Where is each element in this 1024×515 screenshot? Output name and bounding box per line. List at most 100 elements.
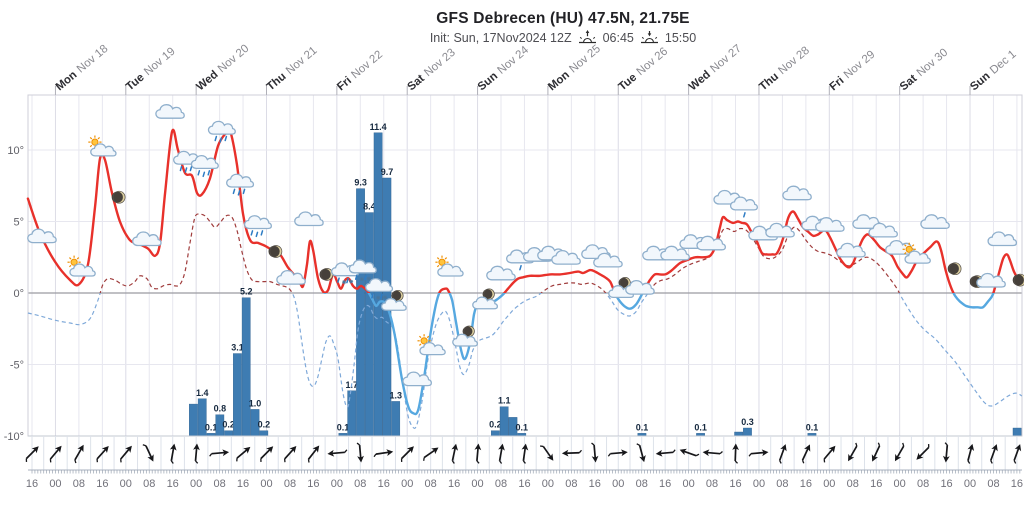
cloud-icon: [815, 217, 845, 232]
moon-icon: [319, 268, 334, 281]
hour-label: 08: [987, 478, 999, 490]
wind-arrow-icon: [283, 445, 297, 463]
hour-label: 16: [659, 478, 671, 490]
sun-cloud-icon: [67, 255, 96, 277]
hour-label: 00: [49, 478, 61, 490]
wind-arrow-icon: [120, 445, 132, 463]
hour-label: 00: [120, 478, 132, 490]
precip-bar: [491, 430, 500, 437]
precip-value-label: 1.4: [196, 388, 209, 398]
precip-value-label: 0.1: [694, 422, 707, 432]
hour-label: 16: [589, 478, 601, 490]
moon-cloud-icon: [472, 288, 498, 310]
wind-arrow-icon: [451, 443, 459, 464]
wind-arrow-icon: [942, 442, 950, 463]
precip-value-label: 1.3: [389, 390, 402, 400]
wind-arrow-icon: [356, 442, 364, 463]
hour-label: 16: [448, 478, 460, 490]
sun-cloud-icon: [902, 242, 931, 264]
wind-arrow-icon: [260, 446, 274, 462]
wind-arrow-icon: [209, 449, 230, 457]
temp-tick-label: 5°: [13, 217, 24, 229]
wind-arrow-icon: [801, 444, 811, 464]
day-label: WedNov 27: [687, 43, 744, 94]
hour-label: 08: [565, 478, 577, 490]
wind-arrow-icon: [732, 443, 740, 464]
day-label: SatNov 23: [405, 47, 457, 94]
moon-cloud-icon: [380, 289, 407, 311]
temperature-above-zero: [26, 126, 1024, 293]
temp-tick-label: -5°: [10, 360, 24, 372]
hour-label: 16: [96, 478, 108, 490]
temp-tick-label: 10°: [7, 145, 24, 157]
precip-bar: [224, 430, 233, 437]
hour-label: 16: [237, 478, 249, 490]
hour-label: 08: [284, 478, 296, 490]
precip-value-label: 0.2: [258, 420, 271, 430]
cloud-icon: [486, 265, 516, 281]
wind-arrow-icon: [607, 449, 628, 457]
precip-value-label: 0.2: [489, 420, 502, 430]
wind-arrow-icon: [307, 445, 320, 463]
wind-arrows: [25, 442, 1022, 464]
cloud-icon: [276, 269, 306, 285]
cloud-icon: [765, 222, 795, 238]
precip-bar: [499, 406, 509, 437]
precip-value-label: 0.2: [222, 420, 235, 430]
wind-arrow-icon: [591, 442, 599, 463]
wind-arrow-icon: [373, 449, 394, 458]
hour-label: 08: [917, 478, 929, 490]
hour-label: 00: [682, 478, 694, 490]
wind-arrow-icon: [49, 445, 62, 463]
moon-icon: [268, 245, 283, 258]
day-label: ThuNov 28: [757, 45, 812, 94]
precip-value-label: 0.1: [205, 422, 218, 432]
precip-value-label: 0.1: [337, 422, 350, 432]
feels-like-line: [27, 213, 1023, 429]
day-label: SunDec 1: [968, 48, 1018, 93]
day-label: SatNov 30: [898, 47, 950, 94]
precip-bar: [1012, 427, 1022, 437]
cloud-icon: [402, 371, 432, 387]
cloud-icon: [132, 231, 162, 247]
hour-label: 00: [753, 478, 765, 490]
cloud-drizzle-icon: [729, 196, 758, 218]
wind-arrow-icon: [521, 443, 529, 464]
wind-arrow-icon: [967, 443, 975, 464]
wind-arrow-icon: [871, 442, 881, 462]
precip-value-label: 0.1: [636, 422, 649, 432]
hour-label: 08: [213, 478, 225, 490]
wind-arrow-icon: [679, 448, 700, 457]
wind-arrow-icon: [702, 449, 723, 457]
hour-label: 08: [73, 478, 85, 490]
hour-label: 16: [729, 478, 741, 490]
wind-arrow-icon: [823, 445, 836, 463]
precip-value-label: 11.4: [370, 122, 387, 132]
wind-arrow-icon: [74, 444, 84, 464]
precip-value-label: 1.1: [498, 396, 511, 406]
wind-arrow-icon: [748, 449, 769, 457]
moon-icon: [1012, 273, 1024, 287]
moon-cloud-icon: [608, 277, 634, 299]
cloud-rain-icon: [190, 154, 219, 178]
precip-value-label: 0.8: [214, 404, 227, 414]
wind-strip: [28, 435, 1022, 474]
cloud-icon: [920, 214, 950, 229]
precip-value-label: 9.7: [381, 167, 394, 177]
wind-arrow-icon: [778, 444, 787, 464]
wind-arrow-icon: [327, 449, 348, 457]
precip-value-label: 0.1: [516, 422, 529, 432]
hour-label: 00: [471, 478, 483, 490]
sun-cloud-icon: [435, 255, 464, 277]
cloud-icon: [696, 235, 726, 251]
precip-bar: [734, 431, 744, 437]
precip-bar: [189, 403, 198, 437]
precip-bar: [364, 212, 374, 437]
hour-label: 16: [940, 478, 952, 490]
cloud-icon: [660, 245, 690, 261]
precip-bar: [259, 430, 269, 437]
day-label: FriNov 22: [335, 49, 385, 94]
cloud-icon: [987, 231, 1018, 247]
hour-label: 00: [331, 478, 343, 490]
